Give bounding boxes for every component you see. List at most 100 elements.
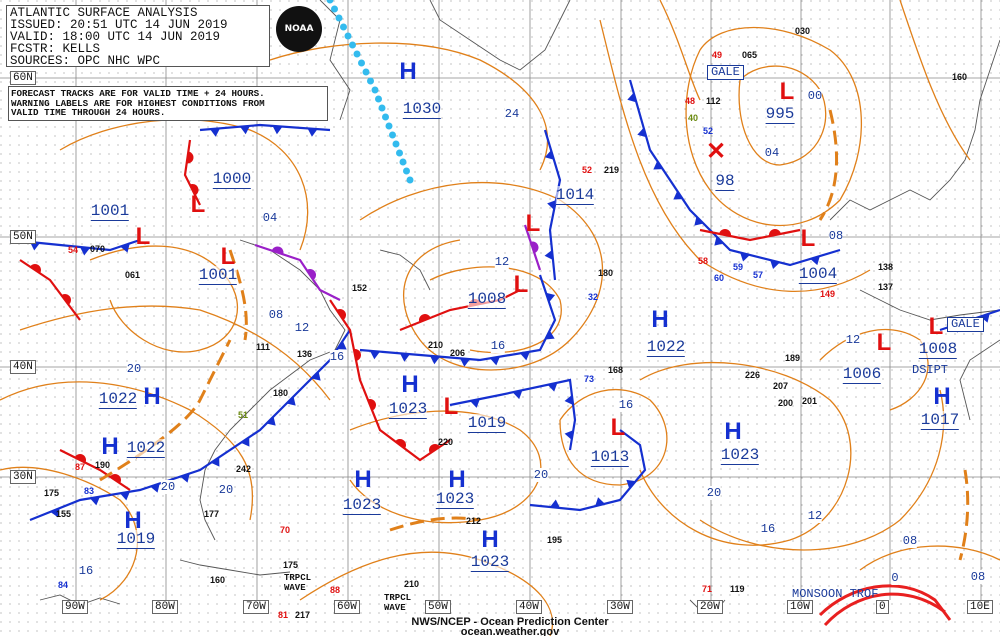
- pressure-value: 1008: [918, 340, 958, 359]
- station-observation: 57: [753, 270, 764, 280]
- station-observation: 138: [878, 262, 894, 272]
- pressure-value: 1030: [402, 100, 442, 119]
- station-observation: 54: [68, 245, 79, 255]
- station-observation: 152: [352, 283, 368, 293]
- cold-front-triangle: [637, 127, 647, 138]
- high-pressure-symbol: H: [933, 383, 951, 410]
- high-pressure-symbol: H: [101, 433, 119, 460]
- occluded-front-symbol: [271, 246, 284, 255]
- ice-dot: [385, 122, 393, 130]
- cold-front-triangle: [80, 247, 90, 256]
- pressure-value: 1001: [198, 266, 238, 285]
- station-observation: 207: [773, 381, 789, 391]
- isobar-label: 20: [218, 483, 234, 497]
- station-observation: 206: [450, 348, 466, 358]
- station-observation: 168: [608, 365, 624, 375]
- station-observation: 73: [584, 374, 595, 384]
- title-box: ATLANTIC SURFACE ANALYSIS ISSUED: 20:51 …: [6, 5, 270, 67]
- warm-front-semicircle: [30, 264, 41, 274]
- station-observation: 070: [90, 244, 106, 254]
- station-observation: 51: [238, 410, 249, 420]
- station-observation: 88: [330, 585, 341, 595]
- isobar-label: 20: [706, 486, 722, 500]
- isobar-label: 12: [807, 509, 823, 523]
- ice-dot: [399, 158, 407, 166]
- cold-front-triangle: [547, 382, 558, 392]
- cold-front-triangle: [240, 437, 250, 447]
- warm-front-semicircle: [110, 474, 121, 484]
- cold-front-triangle: [337, 340, 347, 350]
- note-line: FORECAST TRACKS ARE FOR VALID TIME + 24 …: [11, 88, 265, 99]
- isobar-label: 16: [618, 398, 634, 412]
- station-observation: 58: [698, 256, 709, 266]
- cold-front-triangle: [210, 128, 220, 137]
- cold-front: [449, 378, 577, 451]
- pressure-value: 1014: [555, 186, 595, 205]
- cold-front-triangle: [673, 190, 683, 200]
- ice-dot: [378, 104, 386, 112]
- isobar-label: 16: [490, 339, 506, 353]
- station-observation: 155: [56, 509, 72, 519]
- footer-url[interactable]: ocean.weather.gov: [460, 626, 560, 636]
- station-observation: 189: [785, 353, 801, 363]
- note-line: WARNING LABELS ARE FOR HIGHEST CONDITION…: [11, 97, 265, 109]
- low-pressure-symbol: L: [800, 225, 816, 252]
- cold-front-triangle: [266, 416, 276, 426]
- warm-front-semicircle: [429, 444, 440, 454]
- station-observation: 48: [685, 96, 696, 106]
- high-pressure-symbol: H: [401, 371, 419, 398]
- cold-front-triangle: [180, 473, 190, 483]
- ice-dot: [406, 176, 414, 184]
- cold-front-triangle: [240, 125, 250, 135]
- ice-dot: [392, 140, 400, 148]
- station-observation: 160: [210, 575, 226, 585]
- cold-front-triangle: [460, 358, 470, 367]
- cold-front-triangle: [626, 479, 636, 489]
- station-observation: 59: [733, 262, 744, 272]
- pressure-value: 1019: [467, 414, 507, 433]
- cold-front-triangle: [512, 390, 523, 400]
- low-pressure-symbol: L: [513, 271, 529, 298]
- warm-front-semicircle: [74, 454, 86, 463]
- low-pressure-symbol: L: [928, 313, 944, 340]
- longitude-label: 30W: [607, 600, 633, 614]
- warm-front-semicircle: [395, 439, 406, 449]
- cold-front-triangle: [120, 491, 130, 501]
- isobar-label: 12: [294, 321, 310, 335]
- forecast-note: FORECAST TRACKS ARE FOR VALID TIME + 24 …: [8, 86, 328, 121]
- ice-edge: [326, 0, 414, 184]
- station-observation: 180: [598, 268, 614, 278]
- station-observation: 52: [703, 126, 714, 136]
- station-observation: 87: [75, 462, 86, 472]
- station-observation: 71: [702, 584, 713, 594]
- cold-front-triangle: [286, 396, 296, 406]
- pressure-value: 1017: [920, 411, 960, 430]
- high-pressure-symbol: H: [124, 507, 142, 534]
- station-observation: 49: [712, 50, 723, 60]
- warm-front-semicircle: [367, 399, 376, 411]
- station-observation: 219: [604, 165, 620, 175]
- low-pressure-symbol: L: [190, 191, 206, 218]
- isobar-label: 08: [902, 534, 918, 548]
- cold-front-triangle: [595, 497, 605, 507]
- pressure-value: 1023: [720, 446, 760, 465]
- low-pressure-symbol: L: [135, 223, 151, 250]
- high-pressure-symbol: H: [354, 466, 372, 493]
- isobar-label: 08: [828, 229, 844, 243]
- station-observation: 226: [745, 370, 761, 380]
- cold-front-triangle: [810, 256, 820, 266]
- isobar-label: 04: [764, 146, 780, 160]
- cold-front: [628, 79, 841, 267]
- cold-front-triangle: [90, 496, 100, 506]
- station-observation: 81: [278, 610, 289, 620]
- warm-front-semicircle: [186, 151, 194, 164]
- warm-front-semicircle: [189, 184, 199, 196]
- isobar-label: 16: [329, 350, 345, 364]
- cold-front-triangle: [307, 128, 318, 137]
- cold-front-triangle: [545, 292, 556, 303]
- station-observation: 160: [952, 72, 968, 82]
- pressure-value: 1008: [467, 290, 507, 309]
- station-observation: 40: [688, 113, 699, 123]
- cold-front-triangle: [370, 350, 380, 360]
